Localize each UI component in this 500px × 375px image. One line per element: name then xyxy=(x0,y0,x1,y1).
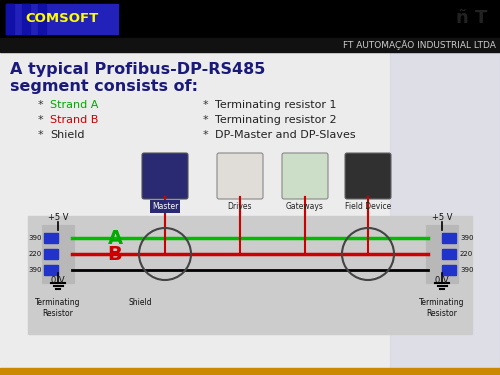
Bar xyxy=(0,368,500,375)
FancyBboxPatch shape xyxy=(345,153,391,199)
Text: Terminating
Resistor: Terminating Resistor xyxy=(419,298,465,318)
Text: FT AUTOMAÇÃO INDUSTRIAL LTDA: FT AUTOMAÇÃO INDUSTRIAL LTDA xyxy=(343,40,496,50)
Text: segment consists of:: segment consists of: xyxy=(10,79,198,94)
Text: 0 V: 0 V xyxy=(435,276,449,285)
Text: Field Device: Field Device xyxy=(345,202,391,211)
Text: DP-Master and DP-Slaves: DP-Master and DP-Slaves xyxy=(215,130,356,140)
Text: Gateways: Gateways xyxy=(286,202,324,211)
Text: *: * xyxy=(37,130,43,140)
Text: COMSOFT: COMSOFT xyxy=(26,12,99,26)
Bar xyxy=(442,249,456,259)
Bar xyxy=(6,4,118,34)
Text: 390: 390 xyxy=(28,267,42,273)
Text: Shield: Shield xyxy=(50,130,84,140)
Text: Shield: Shield xyxy=(128,298,152,307)
Text: +5 V: +5 V xyxy=(432,213,452,222)
Text: Master: Master xyxy=(152,202,178,211)
Text: 390: 390 xyxy=(28,235,42,241)
Text: Strand A: Strand A xyxy=(50,100,98,110)
Bar xyxy=(42,225,74,283)
Bar xyxy=(44,233,58,243)
Text: Strand B: Strand B xyxy=(50,115,98,125)
Bar xyxy=(442,265,456,275)
Bar xyxy=(426,225,458,283)
Text: *: * xyxy=(202,130,208,140)
Text: 390: 390 xyxy=(460,267,473,273)
Text: 220: 220 xyxy=(29,251,42,257)
Bar xyxy=(22,4,30,34)
Bar xyxy=(0,0,500,38)
FancyBboxPatch shape xyxy=(142,153,188,199)
Bar xyxy=(6,4,14,34)
Bar xyxy=(38,4,46,34)
Text: 220: 220 xyxy=(460,251,473,257)
Text: *: * xyxy=(202,100,208,110)
Text: *: * xyxy=(37,115,43,125)
Bar xyxy=(44,265,58,275)
Text: *: * xyxy=(202,115,208,125)
Bar xyxy=(442,233,456,243)
Bar xyxy=(0,52,500,375)
Text: Drives: Drives xyxy=(228,202,252,211)
Text: *: * xyxy=(37,100,43,110)
Text: B: B xyxy=(108,244,122,264)
Bar xyxy=(0,38,500,52)
Bar xyxy=(390,52,500,375)
Text: A typical Profibus-DP-RS485: A typical Profibus-DP-RS485 xyxy=(10,62,266,77)
Text: Terminating resistor 1: Terminating resistor 1 xyxy=(215,100,336,110)
Bar xyxy=(28,216,472,334)
Bar xyxy=(44,249,58,259)
Text: ñ T: ñ T xyxy=(456,9,488,27)
Text: Terminating resistor 2: Terminating resistor 2 xyxy=(215,115,336,125)
Text: +5 V: +5 V xyxy=(48,213,68,222)
Text: Terminating
Resistor: Terminating Resistor xyxy=(35,298,81,318)
Text: A: A xyxy=(108,228,122,248)
Text: 0 V: 0 V xyxy=(51,276,65,285)
Text: 390: 390 xyxy=(460,235,473,241)
FancyBboxPatch shape xyxy=(282,153,328,199)
FancyBboxPatch shape xyxy=(217,153,263,199)
